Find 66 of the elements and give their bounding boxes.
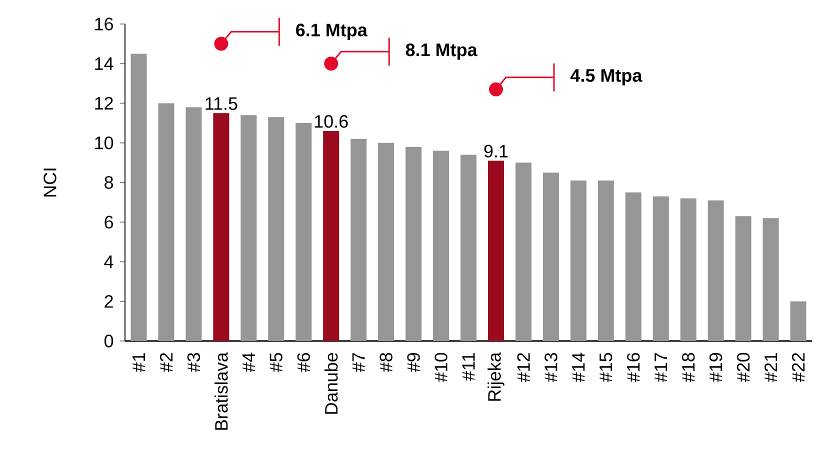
bar [186, 107, 202, 341]
bar [158, 103, 174, 341]
x-tick-label: #8 [380, 352, 392, 372]
bar [296, 123, 312, 341]
bar [652, 196, 669, 341]
x-tick-label: #9 [407, 353, 420, 372]
bar [268, 117, 284, 341]
x-tick-label: #21 [764, 353, 778, 382]
bar [598, 180, 614, 341]
annotation: 4.5 Mtpa [570, 69, 642, 86]
bar [406, 146, 422, 341]
x-tick-label: #11 [462, 353, 475, 381]
x-tick-label: #4 [242, 352, 255, 372]
y-axis-title: NCI [44, 168, 56, 197]
data-label: 9.1 [484, 144, 508, 158]
bar [735, 216, 752, 341]
y-tick-label: 10 [95, 136, 114, 150]
x-tick-label: #17 [654, 353, 668, 382]
bar [378, 142, 394, 341]
bar [570, 180, 586, 341]
x-tick-label: #5 [270, 352, 282, 372]
x-tick-label: #20 [736, 352, 750, 382]
x-tick-label: #16 [627, 353, 640, 382]
bar [130, 54, 147, 341]
x-tick-label: #3 [187, 352, 200, 372]
bar [213, 113, 230, 341]
y-tick-label: 16 [95, 18, 114, 30]
bar [323, 130, 340, 341]
bar [488, 160, 504, 341]
x-tick-label: #13 [544, 353, 558, 382]
bar [515, 162, 532, 341]
x-tick-label: Danube [324, 353, 338, 414]
bar [240, 115, 257, 341]
y-tick-label: 0 [104, 334, 114, 348]
x-tick-label: #19 [709, 353, 722, 382]
bar [460, 154, 477, 341]
bar [708, 200, 724, 341]
x-tick-label: Rijeka [488, 352, 504, 401]
x-tick-label: #15 [600, 352, 612, 382]
data-label: 11.5 [206, 97, 238, 110]
data-label: 10.6 [314, 115, 348, 128]
y-tick-label: 14 [95, 57, 114, 70]
bar [350, 138, 367, 341]
x-tick-label: #2 [160, 353, 173, 372]
bar [625, 192, 642, 341]
x-tick-label: #22 [792, 353, 805, 382]
y-tick-label: 12 [95, 96, 113, 110]
x-tick-label: #18 [682, 352, 695, 382]
bar [542, 172, 559, 341]
x-tick-label: Bratislava [214, 352, 228, 430]
bar [680, 198, 696, 341]
x-tick-label: #1 [132, 353, 145, 372]
x-tick-label: #6 [297, 352, 310, 372]
y-tick-label: 8 [104, 176, 114, 189]
bar [790, 301, 806, 341]
x-tick-label: #7 [352, 353, 365, 372]
y-tick-label: 4 [104, 256, 114, 268]
x-tick-label: #14 [572, 352, 585, 382]
bar [433, 150, 450, 341]
y-tick-label: 6 [104, 216, 114, 228]
y-tick-label: 2 [104, 295, 113, 308]
annotation: 8.1 Mtpa [406, 43, 478, 60]
annotation: 6.1 Mtpa [296, 24, 368, 40]
x-tick-label: #10 [434, 352, 448, 382]
bar [762, 218, 779, 341]
x-tick-label: #12 [517, 353, 530, 382]
